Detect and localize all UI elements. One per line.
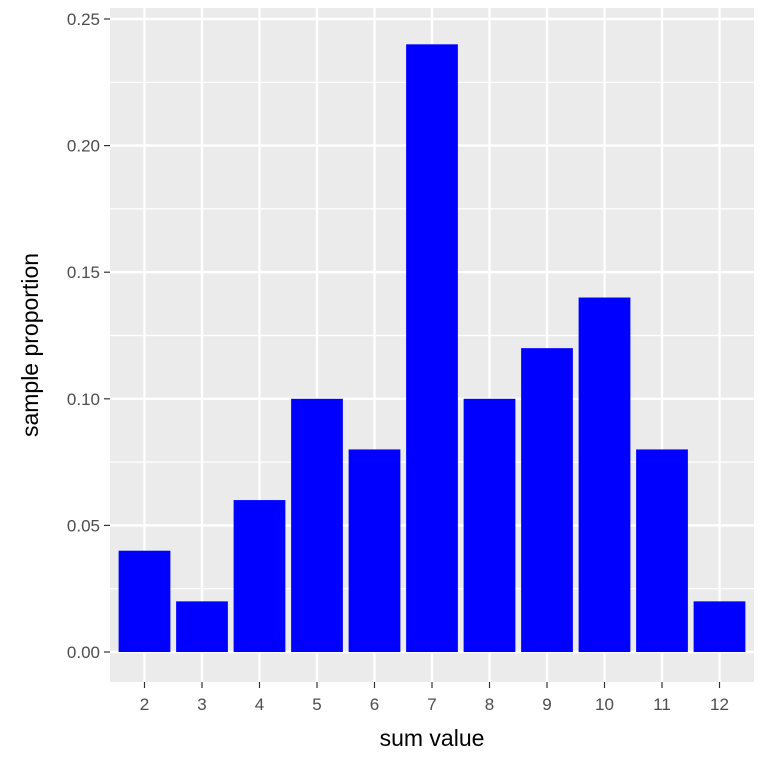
- y-tick-label: 0.25: [67, 10, 100, 29]
- x-tick-label: 2: [140, 695, 149, 714]
- bar-12: [693, 601, 746, 652]
- bar-11: [636, 449, 688, 652]
- y-tick-label: 0.10: [67, 390, 100, 409]
- x-axis-title: sum value: [380, 725, 485, 751]
- x-tick-label: 12: [710, 695, 729, 714]
- x-tick-label: 10: [595, 695, 614, 714]
- bar-5: [291, 398, 343, 652]
- x-tick-label: 11: [653, 695, 671, 714]
- x-tick-label: 8: [485, 695, 494, 714]
- x-tick-label: 9: [542, 695, 551, 714]
- bars: [118, 44, 746, 652]
- bar-3: [176, 601, 228, 652]
- bar-7: [406, 44, 458, 652]
- bar-10: [578, 297, 631, 652]
- x-axis: 2 3 4 5 6 7 8 9 10 11 12: [140, 682, 729, 714]
- x-tick-label: 3: [197, 695, 206, 714]
- x-tick-label: 7: [427, 695, 436, 714]
- x-tick-label: 4: [255, 695, 264, 714]
- y-tick-label: 0.20: [67, 137, 100, 156]
- bar-2: [118, 550, 171, 652]
- x-tick-label: 6: [370, 695, 379, 714]
- bar-6: [348, 449, 401, 652]
- bar-8: [463, 398, 516, 652]
- y-tick-label: 0.00: [67, 643, 100, 662]
- y-axis: 0.00 0.05 0.10 0.15 0.20 0.25: [67, 10, 110, 662]
- y-axis-title: sample proportion: [17, 253, 43, 437]
- y-tick-label: 0.05: [67, 516, 100, 535]
- bar-4: [233, 500, 286, 652]
- y-tick-label: 0.15: [67, 263, 100, 282]
- bar-9: [521, 348, 573, 652]
- x-tick-label: 5: [312, 695, 321, 714]
